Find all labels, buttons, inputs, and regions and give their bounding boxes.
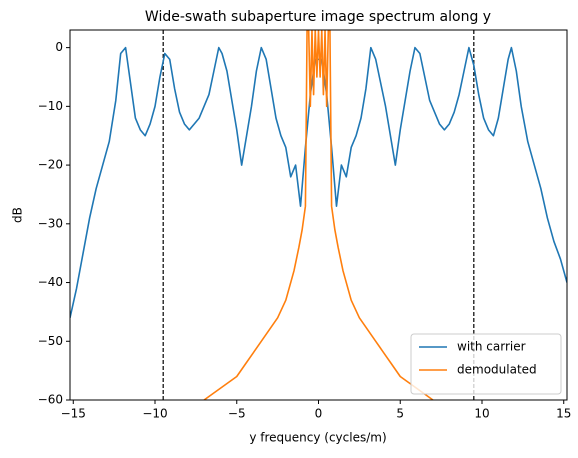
chart-title: Wide-swath subaperture image spectrum al…: [145, 9, 491, 25]
x-tick-label: −5: [228, 407, 246, 421]
legend-box: [410, 333, 562, 395]
plot-frame: [69, 29, 568, 401]
legend-label: with carrier: [457, 340, 526, 354]
y-tick-label: −20: [38, 158, 63, 172]
x-tick-label: 0: [315, 407, 323, 421]
y-tick-label: −60: [38, 393, 63, 407]
x-tick-label: −10: [142, 407, 167, 421]
y-axis-label: dB: [11, 207, 25, 223]
x-tick-label: 10: [474, 407, 489, 421]
x-tick-label: 5: [396, 407, 404, 421]
y-tick-label: −50: [38, 334, 63, 348]
y-tick-label: 0: [55, 40, 63, 54]
legend-label: demodulated: [457, 363, 537, 377]
x-tick-label: 15: [556, 407, 571, 421]
line-series: [203, 30, 434, 400]
x-axis-label: y frequency (cycles/m): [249, 431, 386, 445]
line-series: [70, 46, 567, 318]
y-tick-label: −30: [38, 216, 63, 230]
y-tick-label: −40: [38, 275, 63, 289]
legend: with carrier demodulated: [410, 333, 562, 395]
x-tick-label: −15: [61, 407, 86, 421]
y-tick-label: −10: [38, 99, 63, 113]
